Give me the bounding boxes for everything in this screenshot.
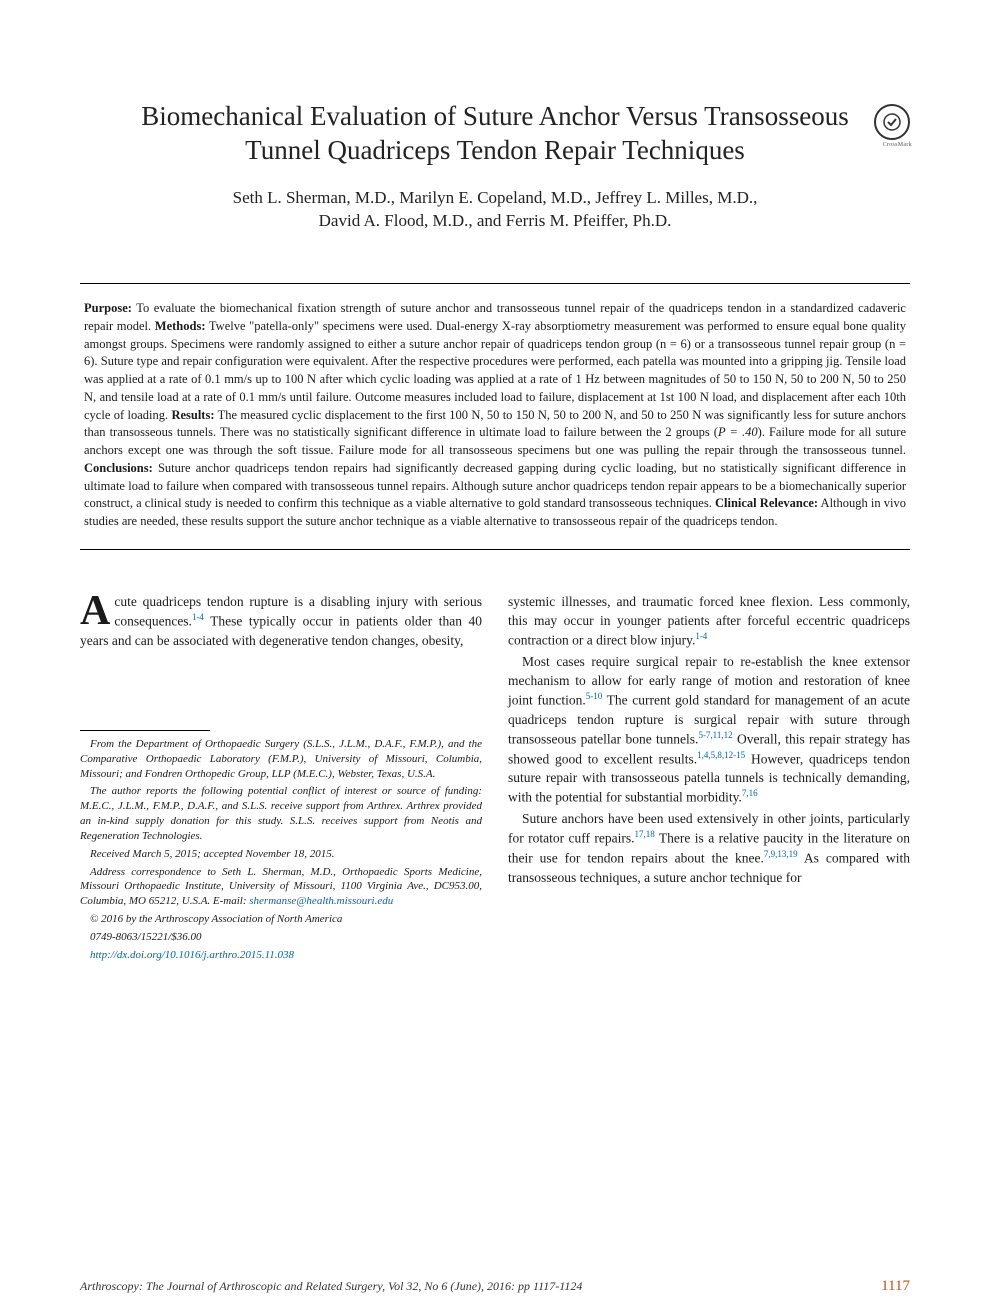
citation-ref[interactable]: 17,18	[635, 829, 655, 839]
citation-ref[interactable]: 1-4	[695, 631, 707, 641]
footnote-coi: The author reports the following potenti…	[80, 784, 482, 843]
footnote-rule	[80, 730, 210, 731]
body-paragraph: Suture anchors have been used extensivel…	[508, 809, 910, 887]
right-column: systemic illnesses, and traumatic forced…	[508, 592, 910, 966]
results-pvalue: P = .40	[718, 425, 758, 439]
footnote-doi: http://dx.doi.org/10.1016/j.arthro.2015.…	[80, 948, 482, 963]
body-paragraph: Most cases require surgical repair to re…	[508, 652, 910, 807]
citation-ref[interactable]: 5-10	[586, 691, 603, 701]
abstract: Purpose: To evaluate the biomechanical f…	[80, 284, 910, 549]
footnote-correspondence: Address correspondence to Seth L. Sherma…	[80, 865, 482, 910]
purpose-label: Purpose:	[84, 301, 132, 315]
methods-label: Methods:	[155, 319, 206, 333]
dropcap: A	[80, 592, 114, 628]
footnotes: From the Department of Orthopaedic Surge…	[80, 737, 482, 963]
conclusions-label: Conclusions:	[84, 461, 153, 475]
doi-link[interactable]: http://dx.doi.org/10.1016/j.arthro.2015.…	[90, 949, 294, 961]
footer-page-number: 1117	[881, 1278, 910, 1295]
citation-ref[interactable]: 1,4,5,8,12-15	[697, 750, 745, 760]
footer-journal-info: Arthroscopy: The Journal of Arthroscopic…	[80, 1279, 582, 1294]
footnote-affiliation: From the Department of Orthopaedic Surge…	[80, 737, 482, 782]
body-paragraph: systemic illnesses, and traumatic forced…	[508, 592, 910, 650]
left-column: Acute quadriceps tendon rupture is a dis…	[80, 592, 482, 966]
page-container: Biomechanical Evaluation of Suture Ancho…	[0, 0, 990, 1265]
footnote-issn: 0749-8063/15221/$36.00	[80, 930, 482, 945]
clinical-relevance-label: Clinical Relevance:	[715, 496, 818, 510]
crossmark-label: CrossMark	[883, 142, 912, 148]
authors: Seth L. Sherman, M.D., Marilyn E. Copela…	[80, 186, 910, 234]
citation-ref[interactable]: 5-7,11,12	[698, 730, 732, 740]
rule-bottom	[80, 549, 910, 550]
body-paragraph: Acute quadriceps tendon rupture is a dis…	[80, 592, 482, 650]
body-columns: Acute quadriceps tendon rupture is a dis…	[80, 592, 910, 966]
methods-text: Twelve "patella-only" specimens were use…	[84, 319, 906, 422]
article-title: Biomechanical Evaluation of Suture Ancho…	[80, 100, 910, 168]
authors-line-1: Seth L. Sherman, M.D., Marilyn E. Copela…	[233, 188, 758, 207]
citation-ref[interactable]: 7,9,13,19	[764, 849, 798, 859]
page-footer: Arthroscopy: The Journal of Arthroscopic…	[0, 1268, 990, 1305]
title-block: Biomechanical Evaluation of Suture Ancho…	[80, 100, 910, 168]
results-label: Results:	[171, 408, 214, 422]
email-link[interactable]: shermanse@health.missouri.edu	[249, 895, 393, 907]
authors-line-2: David A. Flood, M.D., and Ferris M. Pfei…	[319, 211, 672, 230]
body-text: systemic illnesses, and traumatic forced…	[508, 594, 910, 648]
footnote-dates: Received March 5, 2015; accepted Novembe…	[80, 847, 482, 862]
citation-ref[interactable]: 7,16	[742, 788, 758, 798]
citation-ref[interactable]: 1-4	[192, 612, 204, 622]
footnote-copyright: © 2016 by the Arthroscopy Association of…	[80, 912, 482, 927]
crossmark-icon[interactable]	[874, 104, 910, 140]
